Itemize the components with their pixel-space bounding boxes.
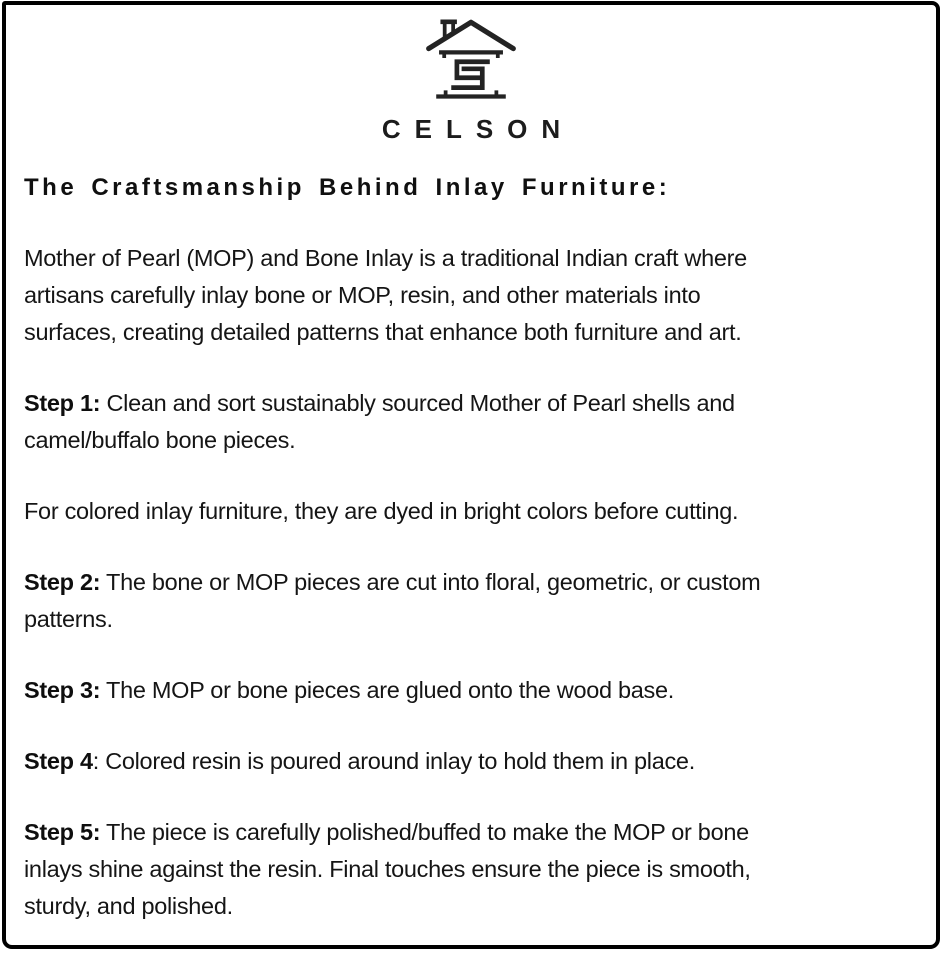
page-title: The Craftsmanship Behind Inlay Furniture…	[24, 174, 671, 201]
paragraph-step-2: Step 2: The bone or MOP pieces are cut i…	[24, 564, 920, 638]
step-5-label: Step 5:	[24, 819, 101, 845]
paragraph-intro: Mother of Pearl (MOP) and Bone Inlay is …	[24, 240, 920, 351]
paragraph-text: : Colored resin is poured around inlay t…	[92, 748, 696, 774]
paragraph-step-3: Step 3: The MOP or bone pieces are glued…	[24, 672, 920, 709]
paragraph-step-1: Step 1: Clean and sort sustainably sourc…	[24, 385, 920, 459]
paragraph-text: Clean and sort sustainably sourced Mothe…	[24, 390, 735, 453]
paragraph-text: The bone or MOP pieces are cut into flor…	[24, 569, 761, 632]
paragraph-text: For colored inlay furniture, they are dy…	[24, 498, 739, 524]
document-body: The Craftsmanship Behind Inlay Furniture…	[6, 169, 936, 925]
brand-wordmark: CELSON	[381, 114, 575, 144]
step-4-label: Step 4	[24, 748, 93, 774]
logo-block: CELSON	[6, 11, 936, 145]
paragraph-step-4: Step 4: Colored resin is poured around i…	[24, 743, 920, 780]
celson-house-logo-icon	[423, 11, 519, 105]
paragraph-text: The MOP or bone pieces are glued onto th…	[100, 677, 674, 703]
step-2-label: Step 2:	[24, 569, 101, 595]
step-1-label: Step 1:	[24, 390, 101, 416]
step-3-label: Step 3:	[24, 677, 101, 703]
paragraph-text: The piece is carefully polished/buffed t…	[24, 819, 751, 919]
paragraph-text: Mother of Pearl (MOP) and Bone Inlay is …	[24, 245, 747, 345]
paragraph-colored-inlay-note: For colored inlay furniture, they are dy…	[24, 493, 920, 530]
paragraph-step-5: Step 5: The piece is carefully polished/…	[24, 814, 920, 925]
